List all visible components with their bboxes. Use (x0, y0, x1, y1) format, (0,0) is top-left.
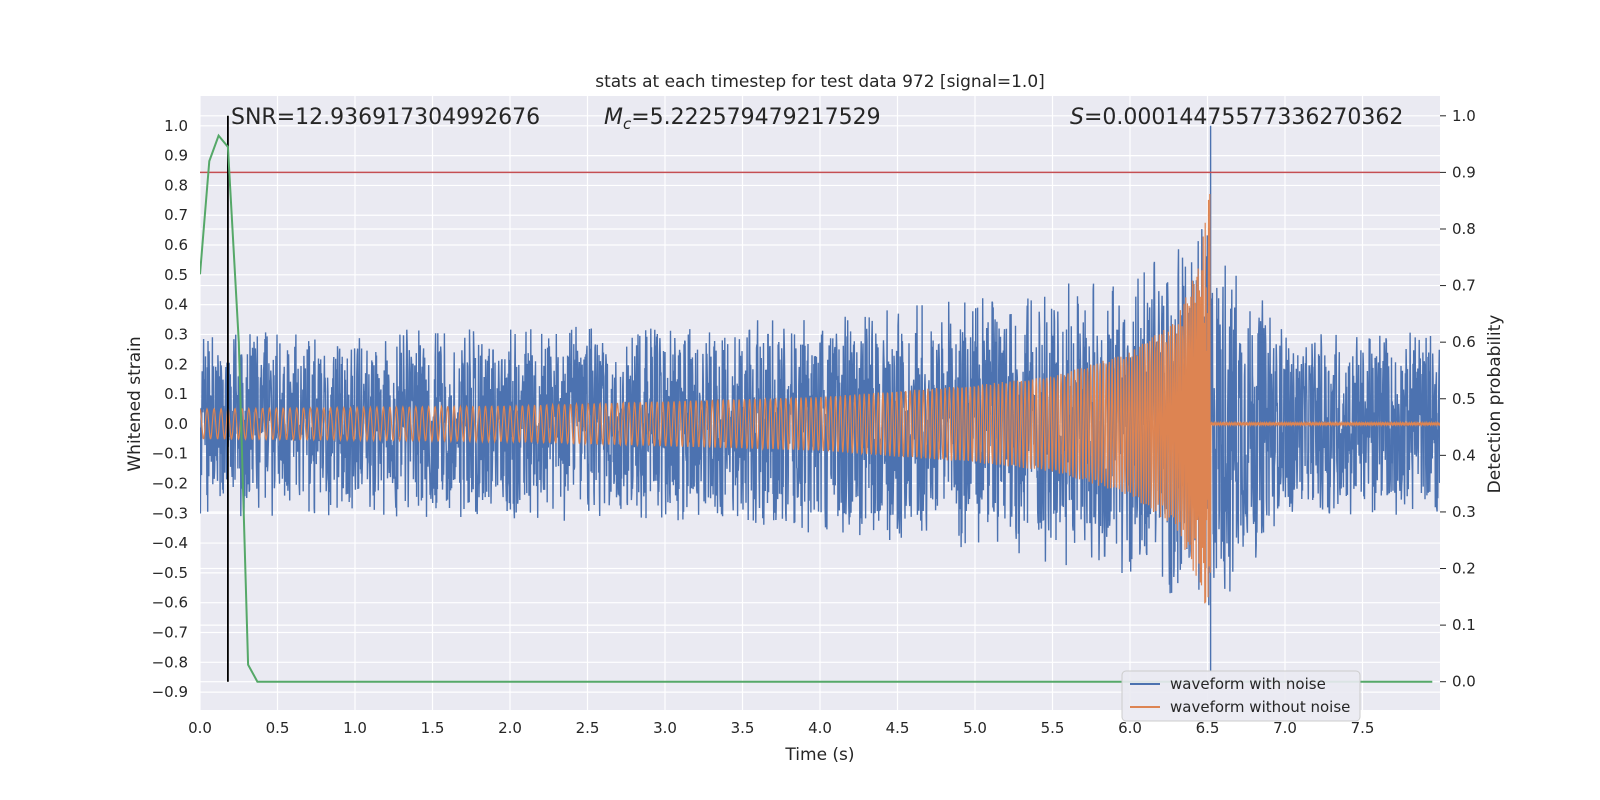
x-tick-label: 7.5 (1351, 719, 1375, 737)
y-left-tick-label: −0.9 (152, 683, 188, 701)
y-left-tick-label: 0.8 (164, 176, 188, 194)
x-tick-label: 3.0 (653, 719, 677, 737)
legend-entry-waveform-without-noise: waveform without noise (1170, 698, 1350, 716)
series-detection-probability (200, 133, 1433, 683)
x-tick-label: 2.5 (576, 719, 600, 737)
legend-box (1121, 670, 1361, 722)
y-left-tick-label: −0.3 (152, 504, 188, 522)
y-left-tick-label: −0.4 (152, 534, 188, 552)
y-right-tick-label: 0.7 (1452, 277, 1476, 295)
y-right-tick-label: 0.3 (1452, 503, 1476, 521)
chirp-mass-subscript: c (623, 115, 632, 133)
y-left-tick-label: 0.1 (164, 385, 188, 403)
y-left-tick-label: −0.5 (152, 564, 188, 582)
y-right-tick-label: 0.6 (1452, 333, 1476, 351)
legend: waveform with noise waveform without noi… (1121, 670, 1361, 722)
x-tick-label: 6.0 (1118, 719, 1142, 737)
chirp-mass-symbol: M (604, 105, 623, 130)
y-left-tick-label: 0.5 (164, 266, 188, 284)
y-left-tick-label: 0.9 (164, 147, 188, 165)
y-left-tick-label: −0.8 (152, 653, 188, 671)
chirp-mass-value: =5.222579479217529 (631, 105, 880, 130)
y-axis-left-ticks: 1.0 0.9 0.8 0.7 0.6 0.5 0.4 0.3 0.2 0.1 0.0 −0.1 −0.… (152, 117, 188, 701)
x-axis-ticks: 0.0 0.5 1.0 1.5 2.0 2.5 3.0 3.5 4.0 4.5 5.0 5.5 6.0 6… (188, 719, 1374, 737)
s-annotation: S=0.00014475577336270362 (1070, 105, 1403, 130)
legend-entry-waveform-with-noise: waveform with noise (1170, 675, 1326, 693)
y-right-tick-label: 0.5 (1452, 390, 1476, 408)
y-right-tick-label: 0.1 (1452, 616, 1476, 634)
y-axis-right-label: Detection probability (1485, 315, 1505, 494)
x-axis-label: Time (s) (784, 745, 854, 765)
y-right-tick-label: 0.2 (1452, 560, 1476, 578)
y-right-tick-label: 0.0 (1452, 673, 1476, 691)
x-tick-label: 1.0 (343, 719, 367, 737)
snr-annotation: SNR=12.936917304992676 (231, 105, 540, 130)
x-tick-label: 5.0 (963, 719, 987, 737)
y-axis-right-ticks: 1.0 0.9 0.8 0.7 0.6 0.5 0.4 0.3 0.2 0.1 0.0 (1440, 107, 1476, 691)
x-tick-label: 1.5 (421, 719, 445, 737)
x-tick-label: 0.0 (188, 719, 212, 737)
s-symbol: S (1070, 105, 1084, 130)
y-left-tick-label: −0.6 (152, 594, 188, 612)
y-left-tick-label: −0.7 (152, 624, 188, 642)
chart-title: stats at each timestep for test data 972… (595, 72, 1045, 92)
y-left-tick-label: 0.7 (164, 206, 188, 224)
x-tick-label: 7.0 (1273, 719, 1297, 737)
y-left-tick-label: 1.0 (164, 117, 188, 135)
y-left-tick-label: −0.2 (152, 474, 188, 492)
x-tick-label: 3.5 (731, 719, 755, 737)
y-left-tick-label: 0.4 (164, 296, 188, 314)
x-tick-label: 2.0 (498, 719, 522, 737)
y-right-tick-label: 0.4 (1452, 446, 1476, 464)
y-left-tick-label: 0.0 (164, 415, 188, 433)
y-left-tick-label: 0.6 (164, 236, 188, 254)
x-tick-label: 0.5 (266, 719, 290, 737)
y-right-tick-label: 1.0 (1452, 107, 1476, 125)
y-left-tick-label: −0.1 (152, 445, 188, 463)
x-tick-label: 5.5 (1041, 719, 1065, 737)
y-axis-left-label: Whitened strain (125, 336, 145, 471)
x-tick-label: 4.0 (808, 719, 832, 737)
s-value: =0.00014475577336270362 (1084, 105, 1403, 130)
x-tick-label: 6.5 (1196, 719, 1220, 737)
series-waveform-without-noise (200, 193, 1440, 604)
chirp-mass-annotation: Mc=5.222579479217529 (604, 105, 881, 133)
y-right-tick-label: 0.8 (1452, 220, 1476, 238)
y-right-tick-label: 0.9 (1452, 163, 1476, 181)
y-left-tick-label: 0.3 (164, 325, 188, 343)
x-tick-label: 4.5 (886, 719, 910, 737)
y-left-tick-label: 0.2 (164, 355, 188, 373)
